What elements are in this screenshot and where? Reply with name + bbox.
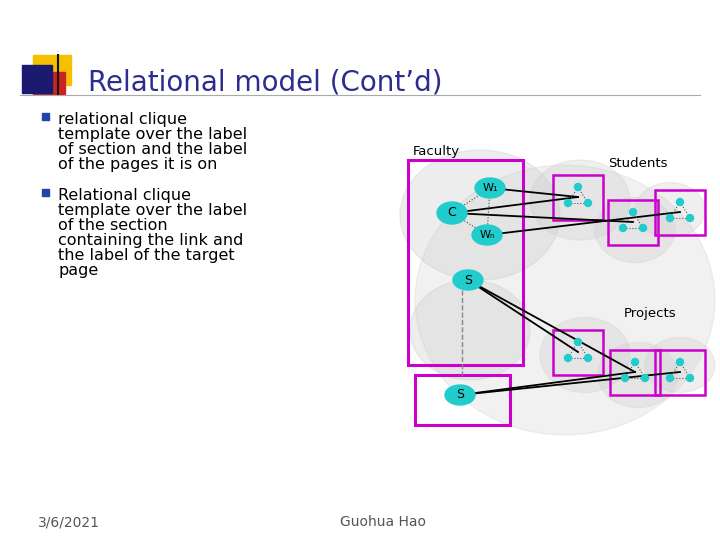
Text: template over the label: template over the label [58,203,247,218]
Ellipse shape [635,183,705,238]
Circle shape [621,375,629,381]
Ellipse shape [645,338,715,393]
Ellipse shape [475,178,505,198]
Bar [610,350,660,395]
Text: Students: Students [608,157,667,170]
Text: page: page [58,263,98,278]
Text: C: C [448,206,456,219]
Circle shape [564,199,572,206]
Text: Relational model (Cont’d): Relational model (Cont’d) [88,69,443,97]
Ellipse shape [437,202,467,224]
Text: of the section: of the section [58,218,168,233]
Text: the label of the target: the label of the target [58,248,235,263]
Circle shape [575,184,582,191]
Text: of section and the label: of section and the label [58,142,247,157]
Ellipse shape [540,318,630,393]
Ellipse shape [472,225,502,245]
Text: containing the link and: containing the link and [58,233,243,248]
Bar [655,350,705,395]
Bar [553,175,603,220]
Bar [42,113,49,120]
Text: 3/6/2021: 3/6/2021 [38,515,100,529]
Ellipse shape [415,165,715,435]
Bar [408,160,523,365]
Circle shape [629,208,636,215]
Circle shape [585,199,592,206]
Text: relational clique: relational clique [58,112,187,127]
Text: Guohua Hao: Guohua Hao [340,515,426,529]
Circle shape [564,354,572,361]
Bar [22,65,52,93]
Text: of the pages it is on: of the pages it is on [58,157,217,172]
Circle shape [667,375,673,381]
Circle shape [619,225,626,232]
Circle shape [677,359,683,366]
Ellipse shape [400,150,560,280]
Ellipse shape [595,198,675,262]
Circle shape [575,339,582,346]
Bar [33,55,71,85]
Circle shape [585,354,592,361]
Ellipse shape [445,385,475,405]
Circle shape [639,225,647,232]
Bar [608,200,658,245]
Text: Relational clique: Relational clique [58,188,191,203]
Bar [655,190,705,235]
Ellipse shape [598,342,678,408]
Ellipse shape [410,280,530,380]
Text: template over the label: template over the label [58,127,247,142]
Text: Projects: Projects [624,307,677,320]
Bar [415,375,510,425]
Ellipse shape [530,160,630,240]
Bar [33,72,65,94]
Circle shape [677,199,683,206]
Circle shape [686,375,693,381]
Circle shape [642,375,649,381]
Circle shape [667,214,673,221]
Circle shape [631,359,639,366]
Text: Wₙ: Wₙ [480,230,495,240]
Circle shape [686,214,693,221]
Text: Faculty: Faculty [413,145,460,158]
Bar [42,189,49,196]
Text: S: S [464,273,472,287]
Text: S: S [456,388,464,402]
Text: W₁: W₁ [482,183,498,193]
Bar [553,330,603,375]
Ellipse shape [453,270,483,290]
